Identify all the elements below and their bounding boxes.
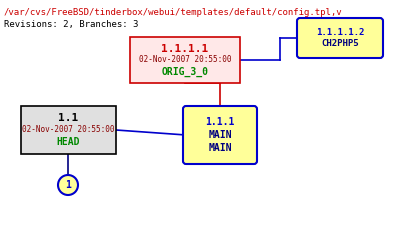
Text: 02-Nov-2007 20:55:00: 02-Nov-2007 20:55:00 <box>22 125 114 134</box>
Text: 1.1: 1.1 <box>58 113 78 123</box>
Text: /var/cvs/FreeBSD/tinderbox/webui/templates/default/config.tpl,v: /var/cvs/FreeBSD/tinderbox/webui/templat… <box>4 8 343 17</box>
Text: CH2PHP5: CH2PHP5 <box>321 39 359 48</box>
Text: Revisions: 2, Branches: 3: Revisions: 2, Branches: 3 <box>4 20 139 29</box>
FancyBboxPatch shape <box>297 18 383 58</box>
Text: 02-Nov-2007 20:55:00: 02-Nov-2007 20:55:00 <box>139 55 231 65</box>
Text: MAIN: MAIN <box>208 130 232 140</box>
Text: 1: 1 <box>65 180 71 190</box>
FancyBboxPatch shape <box>183 106 257 164</box>
Bar <box>130 37 240 83</box>
Text: HEAD: HEAD <box>56 137 80 147</box>
Text: MAIN: MAIN <box>208 143 232 153</box>
Text: 1.1.1.1.2: 1.1.1.1.2 <box>316 28 364 37</box>
Text: 1.1.1: 1.1.1 <box>205 117 235 127</box>
Text: 1.1.1.1: 1.1.1.1 <box>161 44 209 54</box>
Text: ORIG_3_0: ORIG_3_0 <box>162 66 209 77</box>
Bar <box>21 106 115 154</box>
Circle shape <box>58 175 78 195</box>
